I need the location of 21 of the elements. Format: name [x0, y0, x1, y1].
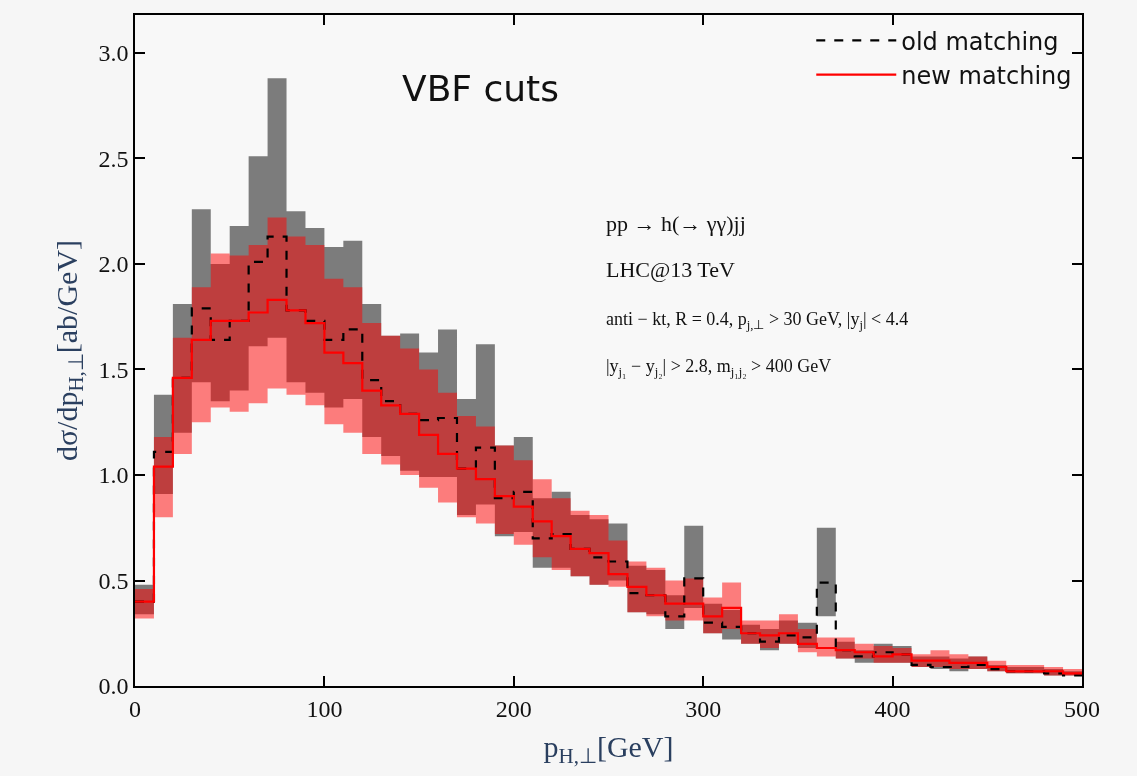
y-tick-label: 1.0 — [98, 462, 129, 489]
x-tick-label: 500 — [1064, 695, 1100, 722]
y-tick-label: 0.5 — [98, 567, 129, 594]
x-tick-label: 400 — [874, 695, 911, 722]
legend-label: old matching — [901, 27, 1059, 56]
y-tick-label: 2.5 — [98, 145, 129, 172]
x-axis-title: p$_{H,⊥}$[GeV] — [543, 729, 674, 768]
annotation: |y$_{j₁}$ − y$_{j₂}$| > 2.8, m$_{j₁j₂}$ > 400 GeV — [606, 356, 832, 379]
annotation: VBF cuts — [402, 68, 559, 109]
x-tick-label: 100 — [306, 695, 343, 722]
annotation: LHC@13 TeV — [606, 257, 736, 282]
y-tick-label: 1.5 — [98, 356, 129, 383]
y-tick-label: 0.0 — [98, 673, 129, 700]
x-tick-label: 0 — [129, 695, 141, 722]
annotation: anti − kt, R = 0.4, p$_{j,⊥}$ > 30 GeV, |y$_{j}$| < 4.4 — [606, 309, 909, 332]
x-tick-label: 200 — [495, 695, 532, 722]
y-tick-label: 3.0 — [98, 40, 129, 67]
y-tick-label: 2.0 — [98, 251, 129, 278]
legend-label: new matching — [901, 62, 1072, 91]
x-tick-label: 300 — [685, 695, 722, 722]
annotation: pp → h(→ γγ)jj — [606, 211, 746, 236]
